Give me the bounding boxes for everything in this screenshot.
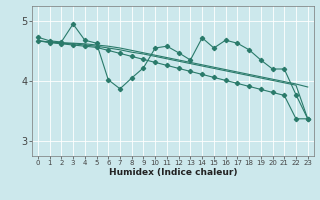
X-axis label: Humidex (Indice chaleur): Humidex (Indice chaleur) [108,168,237,177]
